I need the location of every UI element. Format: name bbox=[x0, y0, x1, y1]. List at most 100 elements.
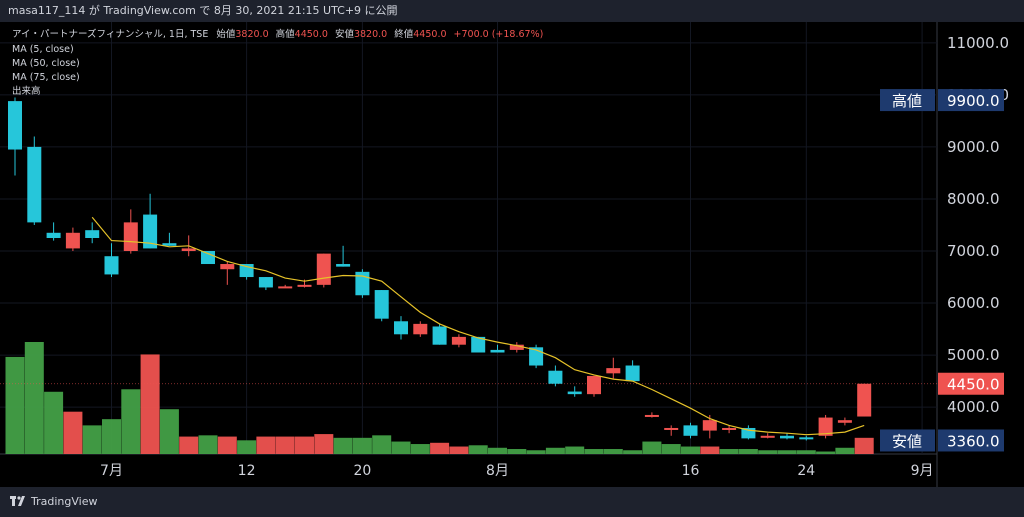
legend-change: +700.0 (+18.67%) bbox=[454, 29, 544, 40]
volume-bar-36 bbox=[700, 446, 720, 454]
volume-bar-0 bbox=[5, 356, 25, 454]
candle-body-15 bbox=[297, 284, 312, 287]
volume-bars bbox=[5, 342, 874, 454]
candle-body-16 bbox=[316, 253, 331, 285]
candle-body-10 bbox=[201, 251, 215, 265]
volume-bar-35 bbox=[681, 446, 700, 454]
price-tick-label-4: 8000.0 bbox=[947, 190, 1000, 208]
candle-body-42 bbox=[818, 417, 833, 436]
volume-bar-27 bbox=[526, 450, 546, 454]
legend-close-value: 4450.0 bbox=[413, 29, 446, 40]
volume-bar-41 bbox=[796, 450, 816, 454]
candle-body-40 bbox=[780, 435, 794, 439]
legend-low-label: 安値 bbox=[335, 28, 355, 40]
legend-low-value: 3820.0 bbox=[354, 29, 387, 40]
price-marker-value-1: 4450.0 bbox=[947, 376, 1000, 394]
legend-indicator-ma50: MA (50, close) bbox=[12, 58, 80, 69]
candle-body-12 bbox=[239, 264, 254, 278]
volume-bar-13 bbox=[256, 436, 276, 454]
tradingview-brand[interactable]: TradingView bbox=[10, 495, 97, 508]
volume-bar-17 bbox=[333, 437, 353, 454]
candle-body-22 bbox=[432, 326, 447, 345]
volume-bar-10 bbox=[198, 435, 218, 454]
volume-bar-39 bbox=[758, 450, 778, 454]
time-tick-label-4: 16 bbox=[682, 463, 700, 479]
publish-info: masa117_114 が TradingView.com で 8月 30, 2… bbox=[0, 0, 1024, 22]
candle-body-41 bbox=[799, 437, 814, 440]
volume-bar-12 bbox=[237, 440, 257, 454]
legend-indicator-ma75: MA (75, close) bbox=[12, 72, 80, 83]
price-marker-value-0: 9900.0 bbox=[947, 92, 1000, 110]
candlestick-chart[interactable]: 4000.05000.06000.07000.08000.09000.01000… bbox=[0, 22, 1024, 487]
candle-body-8 bbox=[162, 243, 177, 246]
volume-bar-1 bbox=[24, 342, 44, 454]
price-marker-badge-1 bbox=[938, 372, 1004, 395]
price-tick-label-7: 11000.0 bbox=[947, 34, 1009, 52]
candle-body-26 bbox=[509, 344, 524, 350]
volume-bar-3 bbox=[63, 411, 83, 454]
candle-body-9 bbox=[181, 248, 196, 252]
candle-body-38 bbox=[741, 427, 756, 439]
candle-body-13 bbox=[258, 277, 273, 288]
volume-bar-4 bbox=[82, 425, 102, 454]
volume-bar-9 bbox=[179, 436, 199, 454]
volume-bar-43 bbox=[835, 447, 855, 454]
time-axis[interactable] bbox=[0, 454, 937, 487]
volume-bar-31 bbox=[603, 449, 623, 454]
price-marker-value-2: 3360.0 bbox=[947, 432, 1000, 450]
volume-bar-2 bbox=[44, 391, 64, 454]
volume-bar-23 bbox=[449, 446, 469, 454]
candle-body-39 bbox=[760, 435, 775, 438]
time-axis-labels: 7月 12 20 8月 16 24 9月 bbox=[100, 463, 934, 479]
legend-symbol: アイ・パートナーズフィナンシャル, 1日, TSE bbox=[12, 28, 208, 40]
candle-body-31 bbox=[606, 368, 621, 374]
candle-body-28 bbox=[548, 370, 563, 384]
tradingview-brand-label: TradingView bbox=[31, 495, 98, 508]
candle-body-1 bbox=[27, 146, 42, 223]
time-tick-label-1: 12 bbox=[238, 463, 256, 479]
price-tick-label-1: 5000.0 bbox=[947, 346, 1000, 364]
candle-body-7 bbox=[143, 214, 158, 249]
price-tick-label-5: 9000.0 bbox=[947, 138, 1000, 156]
legend-indicator-ma5: MA (5, close) bbox=[12, 44, 74, 55]
volume-bar-6 bbox=[121, 389, 141, 454]
price-marker-badge-2 bbox=[938, 429, 1004, 452]
volume-bar-28 bbox=[545, 447, 565, 454]
candle-body-30 bbox=[587, 375, 601, 395]
legend-indicator-volume: 出来高 bbox=[12, 85, 41, 97]
candle-body-14 bbox=[278, 286, 293, 289]
candle-body-29 bbox=[567, 391, 582, 395]
tradingview-logo-icon bbox=[10, 496, 25, 506]
price-markers: 高値 9900.0 4450.0 安値 3360.0 bbox=[880, 89, 1004, 452]
candle-body-43 bbox=[837, 420, 852, 423]
time-tick-label-3: 8月 bbox=[486, 463, 509, 479]
price-marker-badge-0 bbox=[938, 89, 1004, 112]
candle-body-21 bbox=[413, 323, 428, 335]
candle-body-24 bbox=[471, 336, 486, 353]
price-marker-tag-2 bbox=[880, 429, 935, 452]
volume-bar-7 bbox=[140, 354, 160, 454]
candle-body-23 bbox=[451, 336, 466, 345]
volume-bar-25 bbox=[488, 447, 507, 454]
plot-area bbox=[0, 22, 937, 454]
volume-bar-19 bbox=[372, 435, 392, 454]
volume-bar-16 bbox=[314, 434, 334, 454]
candle-body-4 bbox=[85, 230, 100, 238]
price-tick-label-0: 4000.0 bbox=[947, 398, 1000, 416]
legend-high-value: 4450.0 bbox=[295, 29, 328, 40]
candles bbox=[8, 97, 872, 441]
ma5-line bbox=[91, 216, 865, 436]
volume-bar-40 bbox=[777, 450, 797, 454]
chart-legend: アイ・パートナーズフィナンシャル, 1日, TSE 始値3820.0 高値445… bbox=[12, 28, 543, 97]
grid-lines bbox=[0, 22, 937, 454]
candle-body-34 bbox=[664, 427, 679, 430]
volume-bar-33 bbox=[642, 441, 662, 454]
candle-body-32 bbox=[625, 365, 640, 382]
price-marker-label-2: 安値 bbox=[892, 432, 922, 450]
volume-bar-21 bbox=[410, 444, 430, 454]
candle-body-35 bbox=[683, 425, 698, 436]
time-tick-label-2: 20 bbox=[353, 463, 371, 479]
volume-bar-26 bbox=[507, 449, 527, 454]
candle-body-44 bbox=[857, 383, 872, 417]
volume-bar-34 bbox=[661, 444, 681, 454]
